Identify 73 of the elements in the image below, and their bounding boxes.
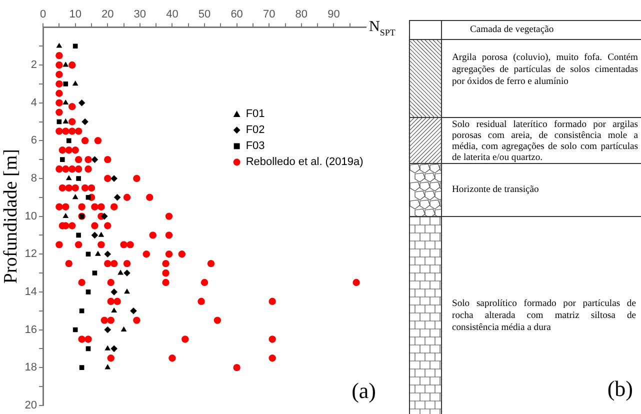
point [62, 212, 69, 218]
point [72, 44, 78, 49]
point [78, 99, 86, 106]
y-tick-label: 8 [30, 172, 38, 185]
point [104, 345, 111, 350]
point [76, 232, 81, 238]
point [56, 42, 62, 48]
x-tick-label: 80 [295, 8, 308, 21]
point [79, 308, 84, 314]
point [76, 176, 81, 181]
x-tick-label: 30 [134, 8, 146, 21]
point [86, 290, 91, 294]
point [98, 232, 104, 237]
point [124, 270, 130, 276]
x-tick-label: 20 [102, 8, 114, 21]
y-tick-label: 20 [24, 399, 38, 412]
point [63, 82, 68, 86]
point [124, 288, 130, 294]
annotation: (a) [352, 378, 376, 404]
y-tick-label: 14 [24, 286, 38, 298]
y-tick-label: 6 [30, 134, 38, 147]
point [60, 157, 65, 162]
y-tick-label: 18 [24, 362, 38, 374]
text: Argila porosa (coluvio), muito fofa. Contém agregações de partículas de solos cimentadas por óxidos de ferro e alumínio [452, 52, 638, 88]
x-tick-label: 0 [40, 8, 46, 21]
point [66, 175, 72, 180]
text: (b) [607, 376, 633, 402]
point [104, 326, 112, 334]
point [94, 250, 101, 256]
point [79, 365, 84, 370]
point [130, 307, 137, 314]
point [62, 62, 69, 67]
text: Horizonte de transição [452, 184, 539, 196]
y-axis-title: Profundidade [m] [0, 149, 22, 284]
x-tick-label: 70 [262, 8, 276, 21]
y-tick-label: 10 [24, 210, 38, 222]
y-tick-label: 4 [30, 96, 38, 109]
point [114, 194, 121, 201]
text: Solo saprolítico formado por partículas de rocha alterada com matriz siltosa de consistência média a dura [452, 298, 636, 334]
x-tick-label: 40 [166, 8, 178, 21]
point [101, 212, 108, 220]
point [120, 326, 127, 332]
y-tick-label: 2 [30, 59, 38, 72]
point [91, 156, 98, 163]
point [111, 307, 118, 313]
x-tick-label: 50 [198, 8, 211, 21]
legend-label: F01 [246, 108, 265, 120]
point [72, 194, 78, 200]
text: Solo residual laterítico formado por argilas porosas com areia, de consistência mole a média, com agregações de solo com partículas de laterita e/ou quartzo. [452, 119, 638, 163]
y-tick-label: 16 [24, 324, 38, 336]
point [118, 270, 124, 275]
text: Camada de vegetação [470, 24, 554, 36]
legend-label: Rebolledo et al. (2019a) [246, 156, 364, 168]
point [86, 252, 91, 257]
y-tick-label: 12 [24, 248, 38, 260]
point [82, 118, 88, 126]
point [86, 194, 91, 200]
x-tick-label: 60 [230, 8, 243, 21]
point [110, 345, 118, 352]
point [72, 80, 78, 86]
point [62, 118, 69, 124]
x-tick-label: 90 [328, 8, 340, 21]
point [92, 270, 98, 276]
point [91, 232, 98, 239]
legend-label: F02 [246, 124, 265, 136]
point [66, 138, 72, 144]
point [104, 364, 111, 370]
x-tick-label: 10 [69, 8, 82, 21]
point [62, 99, 69, 105]
legend-label: F03 [246, 140, 265, 152]
point [110, 175, 118, 182]
point [104, 250, 112, 258]
point [110, 288, 118, 296]
